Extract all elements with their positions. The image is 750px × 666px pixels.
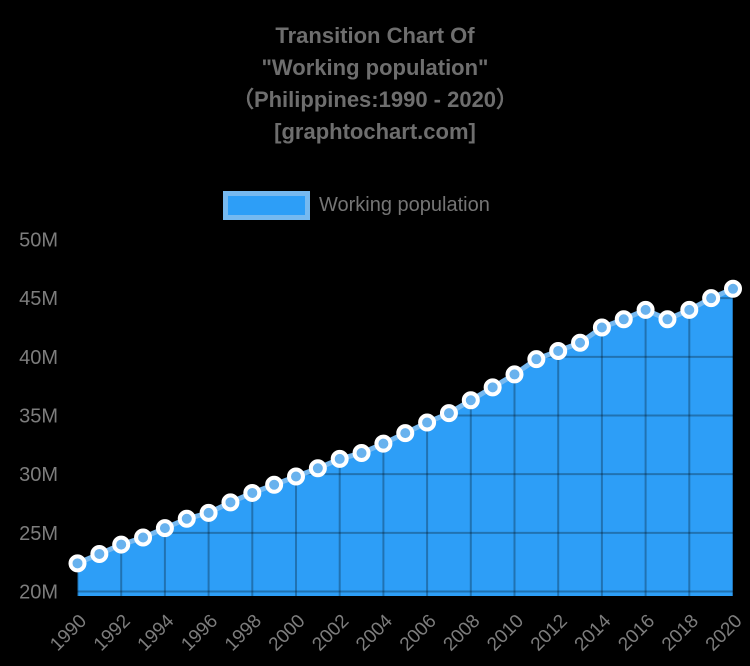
x-axis-label: 1996: [177, 611, 222, 656]
chart-title-line-1: Transition Chart Of: [275, 23, 475, 48]
data-point[interactable]: [68, 554, 87, 573]
chart-title-line-4: [graphtochart.com]: [274, 119, 476, 144]
data-point[interactable]: [483, 378, 502, 397]
y-axis-label: 35M: [19, 406, 58, 428]
data-point[interactable]: [592, 318, 611, 337]
data-point[interactable]: [134, 528, 153, 547]
x-axis-label: 2004: [352, 610, 397, 655]
y-axis: 20M 25M 30M 35M 40M 45M 50M: [19, 230, 58, 604]
x-axis-label: 2002: [308, 611, 353, 656]
data-point[interactable]: [418, 413, 437, 432]
data-point[interactable]: [680, 300, 699, 319]
gridlines: [76, 238, 734, 596]
data-point[interactable]: [308, 459, 327, 478]
x-axis-label: 2020: [702, 611, 747, 656]
chart-title-line-2: "Working population": [261, 55, 489, 80]
y-axis-label: 30M: [19, 464, 58, 486]
data-point[interactable]: [571, 333, 590, 352]
y-axis-label: 20M: [19, 582, 58, 604]
data-point[interactable]: [724, 279, 742, 298]
chart-title-line-3: （Philippines:1990 - 2020）: [231, 87, 519, 112]
data-point[interactable]: [112, 535, 131, 554]
legend-swatch-icon: [223, 191, 310, 220]
x-axis-label: 2008: [440, 611, 485, 656]
data-point[interactable]: [614, 310, 633, 329]
data-point[interactable]: [505, 365, 524, 384]
area-fill: [77, 288, 733, 596]
x-axis-label: 1990: [46, 611, 91, 656]
chart-title: Transition Chart Of "Working population"…: [0, 20, 750, 148]
data-point[interactable]: [287, 467, 305, 486]
data-point[interactable]: [658, 310, 677, 329]
x-axis-label: 2006: [396, 611, 441, 656]
data-point[interactable]: [374, 434, 393, 453]
x-axis-label: 2012: [527, 611, 572, 656]
data-point[interactable]: [636, 300, 655, 319]
x-axis-label: 2014: [571, 610, 616, 655]
data-point[interactable]: [155, 519, 174, 538]
y-axis-label: 25M: [19, 523, 58, 545]
data-point[interactable]: [396, 424, 415, 443]
x-axis-label: 1992: [90, 611, 135, 656]
legend-label: Working population: [319, 194, 490, 216]
data-point[interactable]: [177, 509, 196, 528]
data-point[interactable]: [221, 493, 240, 512]
data-point[interactable]: [461, 391, 480, 410]
x-axis-label: 2018: [658, 611, 703, 656]
y-axis-label: 40M: [19, 347, 58, 369]
legend-item-working-population[interactable]: Working population: [223, 191, 490, 220]
x-axis-label: 1998: [221, 611, 266, 656]
data-point[interactable]: [352, 444, 371, 463]
data-point[interactable]: [265, 475, 284, 494]
data-point[interactable]: [702, 289, 721, 308]
x-axis-label: 2010: [483, 611, 528, 656]
data-point[interactable]: [330, 449, 349, 468]
x-axis-label: 2016: [614, 611, 659, 656]
data-point[interactable]: [439, 404, 458, 423]
y-axis-label: 45M: [19, 288, 58, 310]
y-axis-label: 50M: [19, 230, 58, 252]
data-point[interactable]: [90, 544, 109, 563]
data-point[interactable]: [549, 341, 568, 360]
data-point[interactable]: [199, 503, 218, 522]
x-axis-label: 1994: [134, 610, 179, 655]
data-points: [68, 279, 742, 573]
x-axis-label: 2000: [265, 611, 310, 656]
data-point[interactable]: [243, 483, 262, 502]
data-point[interactable]: [527, 350, 546, 369]
x-axis: 1990199219941996199820002002200420062008…: [46, 610, 746, 655]
